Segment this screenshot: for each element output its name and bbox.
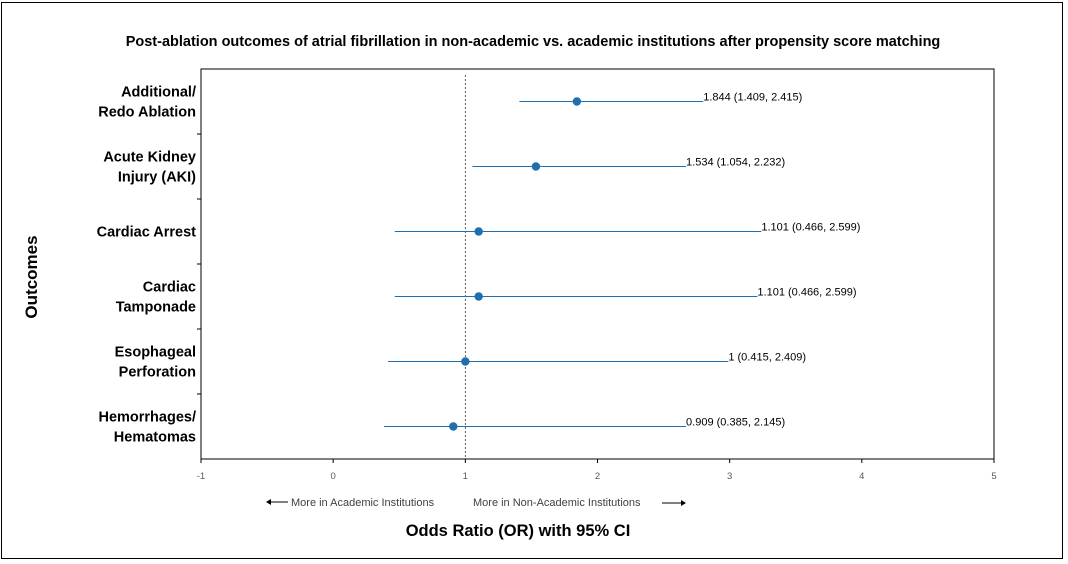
- outcome-label: Acute Kidney: [103, 150, 196, 166]
- data-label: 0.909 (0.385, 2.145): [686, 417, 785, 429]
- outcome-label: Esophageal: [115, 345, 196, 361]
- or-point: [572, 97, 582, 106]
- x-tick-label: 1: [463, 471, 468, 482]
- x-tick-label: -1: [197, 471, 205, 482]
- or-point: [449, 422, 458, 431]
- y-axis-label: Outcomes: [22, 235, 41, 318]
- x-tick-label: 2: [595, 471, 600, 482]
- chart-title: Post-ablation outcomes of atrial fibrill…: [126, 34, 941, 50]
- outcome-label: Hematomas: [114, 430, 196, 446]
- or-point: [474, 227, 483, 236]
- right-arrow-head: [681, 500, 686, 506]
- data-label: 1.534 (1.054, 2.232): [686, 157, 785, 169]
- x-tick-label: 4: [859, 471, 864, 482]
- data-label: 1 (0.415, 2.409): [728, 352, 806, 364]
- plot-area: -1 0 1 2 3 4 5 Additional/Redo Ablation 1.844 (1…: [97, 68, 997, 509]
- x-tick-label: 0: [331, 471, 336, 482]
- outcome-label: Tamponade: [116, 300, 196, 316]
- direction-right-label: More in Non-Academic Institutions: [473, 497, 641, 509]
- direction-left-label: More in Academic Institutions: [291, 497, 435, 509]
- plot-border: [200, 68, 995, 460]
- x-tick-label: 5: [991, 471, 996, 482]
- or-point: [461, 357, 470, 366]
- data-label: 1.844 (1.409, 2.415): [703, 92, 802, 104]
- data-label: 1.101 (0.466, 2.599): [757, 287, 856, 299]
- outcome-label: Redo Ablation: [98, 105, 196, 121]
- left-arrow-head: [266, 499, 271, 505]
- outcome-label: Cardiac: [143, 280, 196, 296]
- outcome-label: Hemorrhages/: [98, 410, 196, 426]
- data-label: 1.101 (0.466, 2.599): [761, 222, 860, 234]
- outcome-label: Injury (AKI): [118, 170, 196, 186]
- outcome-label: Cardiac Arrest: [97, 225, 197, 241]
- or-point: [474, 292, 483, 301]
- or-point: [531, 162, 541, 171]
- x-tick-label: 3: [727, 471, 732, 482]
- x-axis-label: Odds Ratio (OR) with 95% CI: [406, 522, 631, 540]
- outcome-label: Perforation: [119, 365, 196, 381]
- outcome-label: Additional/: [121, 85, 196, 101]
